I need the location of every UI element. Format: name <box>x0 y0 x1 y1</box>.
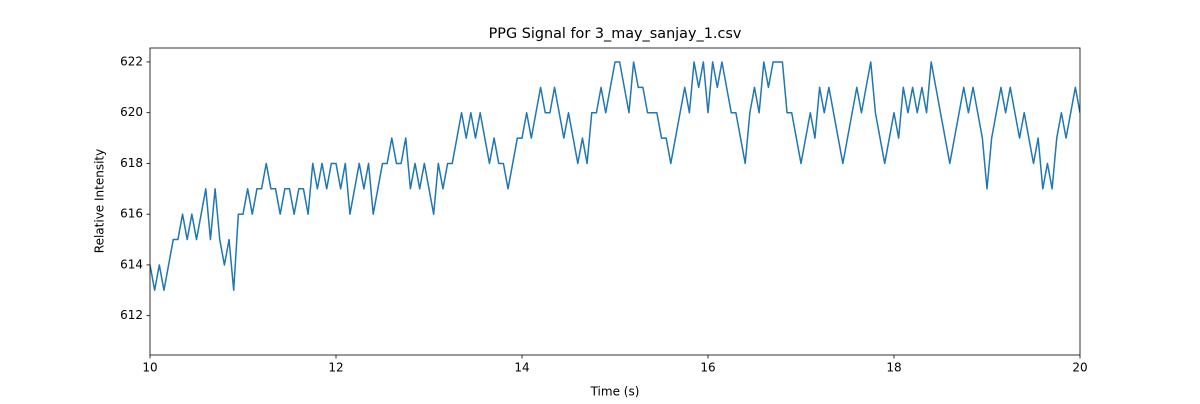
x-tick-label: 18 <box>886 361 901 375</box>
y-tick-label: 614 <box>120 257 143 271</box>
chart-title: PPG Signal for 3_may_sanjay_1.csv <box>489 26 742 42</box>
x-tick-label: 10 <box>142 361 157 375</box>
signal-line <box>150 61 1080 292</box>
x-tick-label: 16 <box>700 361 715 375</box>
y-tick-label: 618 <box>120 156 143 170</box>
y-tick-label: 616 <box>120 207 143 221</box>
x-tick-label: 20 <box>1072 361 1087 375</box>
y-tick-label: 622 <box>120 54 143 68</box>
x-tick-label: 14 <box>514 361 529 375</box>
y-tick-label: 620 <box>120 105 143 119</box>
y-axis-label: Relative Intensity <box>93 149 107 253</box>
x-axis-label: Time (s) <box>590 385 640 399</box>
x-tick-label: 12 <box>328 361 343 375</box>
plot-frame <box>149 47 1081 356</box>
y-tick-label: 612 <box>120 308 143 322</box>
